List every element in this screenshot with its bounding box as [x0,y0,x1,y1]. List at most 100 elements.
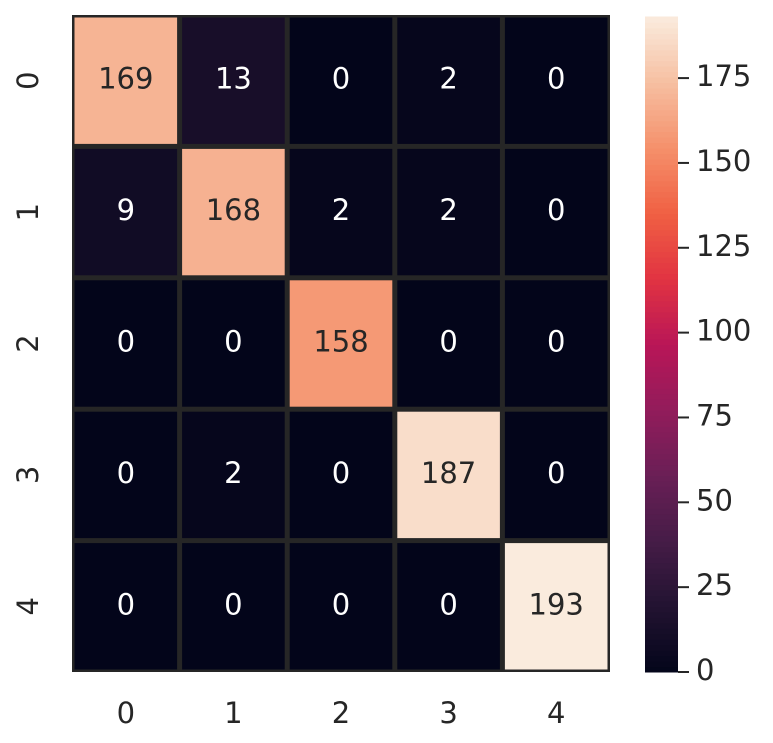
colorbar-swatch [645,120,678,127]
colorbar-swatch [645,256,678,264]
colorbar-swatch [645,469,678,476]
colorbar-swatch [645,360,678,367]
colorbar-swatch [645,136,678,144]
heatmap-cell [289,148,393,276]
colorbar-swatch [645,382,678,389]
heatmap-cell [289,17,393,144]
colorbar-swatch [645,338,678,345]
colorbar-swatch [645,551,678,558]
cell-label: 0 [332,456,350,490]
colorbar-swatch [645,16,678,23]
colorbar-swatch [645,584,678,591]
colorbar-swatch [645,278,678,285]
colorbar-swatch [645,82,678,89]
heatmap-cell [289,280,393,407]
colorbar-swatch [645,524,678,531]
colorbar-swatch [645,273,678,280]
heatmap-cell [182,17,285,144]
colorbar-swatch [645,622,678,629]
x-tick-label: 0 [117,696,135,730]
colorbar-swatch [645,393,678,400]
cell-label: 2 [439,193,457,227]
heatmap-cell [74,148,178,276]
colorbar-tick-label: 50 [696,483,733,517]
colorbar-swatch [645,114,678,122]
colorbar-swatch [645,327,678,335]
colorbar-swatch [645,218,678,225]
y-tick-label: 3 [11,466,45,484]
colorbar-swatch [645,545,678,553]
colorbar-swatch [645,425,678,433]
y-tick-label: 1 [11,203,45,221]
colorbar-swatch [645,464,678,471]
colorbar-tick-label: 150 [696,144,751,178]
colorbar-swatch [645,283,678,291]
colorbar-swatch [645,267,678,275]
heatmap-cell [182,280,285,407]
colorbar-swatch [645,152,678,160]
cell-label: 169 [98,62,153,96]
colorbar-swatch [645,289,678,296]
cell-label: 0 [224,325,242,359]
colorbar-swatch [645,600,678,607]
cell-label: 158 [313,325,368,359]
cell-label: 0 [117,456,135,490]
colorbar-swatch [645,655,678,662]
colorbar-swatch [645,71,678,78]
colorbar-swatch [645,431,678,438]
colorbar-swatch [645,49,678,56]
colorbar-tick-label: 175 [696,59,751,93]
x-tick-label: 4 [547,696,565,730]
colorbar-swatch [645,92,678,100]
colorbar-swatch [645,300,678,307]
colorbar-swatch [645,480,678,487]
cell-label: 2 [439,62,457,96]
colorbar-swatch [645,502,678,509]
colorbar-swatch [645,354,678,362]
heatmap-cell [182,543,285,670]
x-tick-label: 1 [224,696,242,730]
colorbar-swatch [645,322,678,329]
colorbar-swatch [645,185,678,193]
colorbar-swatch [645,333,678,340]
colorbar-swatch [645,365,678,373]
cell-label: 193 [529,587,584,621]
colorbar-swatch [645,573,678,580]
colorbar-swatch [645,606,678,613]
colorbar-swatch [645,420,678,427]
cell-label: 168 [206,193,261,227]
colorbar-swatch [645,491,678,498]
colorbar-swatch [645,54,678,62]
cell-label: 0 [547,325,565,359]
colorbar-swatch [645,633,678,640]
colorbar-swatch [645,349,678,356]
cell-label: 2 [224,456,242,490]
colorbar-swatch [645,229,678,236]
colorbar-swatch [645,518,678,526]
colorbar-swatch [645,649,678,657]
colorbar-swatch [645,556,678,564]
colorbar-swatch [645,387,678,395]
colorbar-swatch [645,595,678,602]
colorbar-swatch [645,87,678,94]
cell-label: 2 [332,193,350,227]
colorbar-swatch [645,223,678,231]
colorbar-swatch [645,202,678,209]
colorbar-swatch [645,163,678,171]
colorbar-swatch [645,174,678,182]
colorbar-swatch [645,344,678,351]
heatmap-cell [397,411,500,539]
colorbar-swatch [645,251,678,258]
colorbar-tick-label: 100 [696,314,751,348]
colorbar-swatch [645,311,678,318]
heatmap-cell [289,411,393,539]
y-tick-label: 4 [11,597,45,615]
colorbar-swatch [645,666,678,673]
heatmap-cell [504,17,608,144]
colorbar-swatch [645,409,678,416]
colorbar-swatch [645,191,678,198]
colorbar-swatch [645,169,678,176]
colorbar-swatch [645,60,678,67]
colorbar-swatch [645,207,678,214]
